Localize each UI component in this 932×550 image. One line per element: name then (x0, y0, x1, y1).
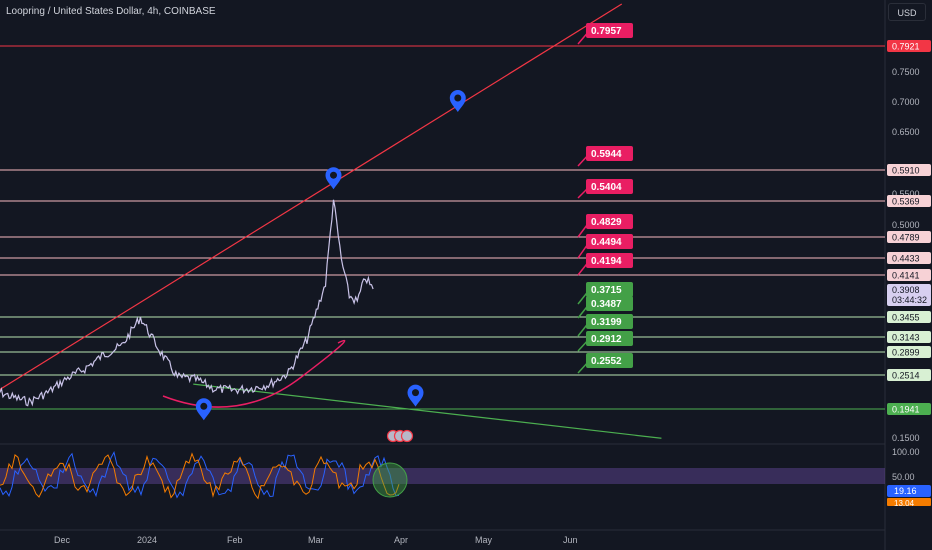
target-callouts: 0.7957 0.5944 0.5404 0.4829 0.4494 0.4194 0.37… (577, 23, 633, 374)
callout-label: 0.4194 (591, 256, 622, 267)
price-scale-ticks: 0.7500 0.7000 0.6500 0.5500 0.5000 0.150… (892, 67, 920, 443)
level-tag-box (887, 231, 931, 243)
callout-box (586, 353, 633, 368)
level-tag-label: 0.7921 (892, 42, 920, 52)
callout-label: 0.7957 (591, 26, 622, 37)
map-pin-markers (195, 90, 466, 421)
time-tick-label: Mar (308, 535, 324, 545)
map-pin-icon (325, 167, 342, 190)
oscillator-d-tag (887, 498, 931, 506)
current-price-tag: 0.3908 03:44:32 (887, 284, 931, 306)
oscillator-k-tag (887, 485, 931, 497)
price-tick-label: 0.5000 (892, 220, 920, 230)
callout-box (586, 234, 633, 249)
current-price-value: 0.3908 (892, 285, 920, 295)
callout-label: 0.4829 (591, 217, 622, 228)
level-tag-box (887, 369, 931, 381)
price-tick-label: 0.1500 (892, 433, 920, 443)
bar-countdown: 03:44:32 (892, 295, 927, 305)
callout-box (586, 23, 633, 38)
map-pin-icon (195, 398, 212, 421)
level-tag-label: 0.3143 (892, 333, 920, 343)
oscillator-level-label: 50.00 (892, 472, 915, 482)
level-tag-box (887, 195, 931, 207)
callout-label: 0.3199 (591, 317, 622, 328)
callout-box (586, 282, 633, 297)
level-tag-box (887, 40, 931, 52)
callout-label: 0.5404 (591, 182, 622, 193)
price-tick-label: 0.6500 (892, 127, 920, 137)
oscillator-band (0, 468, 885, 484)
pin-hole (454, 94, 462, 102)
callout-label: 0.3715 (591, 285, 622, 296)
pin-hole (330, 171, 337, 179)
oscillator-d-line (0, 452, 400, 500)
time-tick-label: Jun (563, 535, 578, 545)
callout-label: 0.3487 (591, 299, 622, 310)
price-tick-label: 0.7500 (892, 67, 920, 77)
callout-label: 0.4494 (591, 237, 622, 248)
oscillator-d-value: 13.04 (894, 499, 915, 508)
callout-label: 0.2912 (591, 334, 622, 345)
oscillator-highlight-circle (372, 462, 408, 498)
price-tick-label: 0.5500 (892, 189, 920, 199)
time-tick-label: Dec (54, 535, 71, 545)
oscillator-level-label: 100.00 (892, 447, 920, 457)
callout-box (586, 146, 633, 161)
callout-box (586, 331, 633, 346)
level-tag-label: 0.5369 (892, 197, 920, 207)
pin-hole (200, 402, 208, 410)
rounded-bottom-arc (162, 339, 346, 408)
map-pin-icon (449, 90, 466, 112)
level-tag-box (887, 331, 931, 343)
level-tag-label: 0.5910 (892, 166, 920, 176)
callout-box (586, 179, 633, 194)
level-tag-box (887, 346, 931, 358)
level-tag-box (887, 164, 931, 176)
time-scale[interactable]: Dec 2024 Feb Mar Apr May Jun (54, 535, 578, 545)
level-tag-label: 0.4433 (892, 254, 920, 264)
flag-icon[interactable] (400, 429, 414, 443)
level-tag-label: 0.4141 (892, 271, 920, 281)
level-tag-label: 0.4789 (892, 233, 920, 243)
time-tick-label: 2024 (137, 535, 157, 545)
callout-label: 0.5944 (591, 149, 622, 160)
oscillator-k-line (0, 451, 400, 499)
oscillator-k-value: 19.16 (894, 486, 917, 496)
currency-selector[interactable]: USD (888, 3, 926, 21)
level-tag-box (887, 403, 931, 415)
price-tick-label: 0.7000 (892, 97, 920, 107)
time-tick-label: Feb (227, 535, 243, 545)
level-tag-label: 0.2514 (892, 371, 920, 381)
level-tag-box (887, 252, 931, 264)
level-tag-box (887, 269, 931, 281)
level-tag-label: 0.2899 (892, 348, 920, 358)
time-tick-label: Apr (394, 535, 408, 545)
trendlines (0, 3, 662, 439)
level-tag-label: 0.3455 (892, 313, 920, 323)
horizontal-levels (0, 45, 885, 410)
callout-box (586, 253, 633, 268)
callout-label: 0.2552 (591, 356, 622, 367)
pin-hole (412, 389, 419, 397)
level-tag-label: 0.1941 (892, 405, 920, 415)
map-pin-icon (407, 384, 424, 407)
price-level-tags: 0.7921 0.5910 0.5369 0.4789 0.4433 0.4141 0.34… (887, 40, 931, 415)
chart-title: Loopring / United States Dollar, 4h, COI… (6, 6, 216, 17)
descending-support-trendline (193, 383, 662, 439)
callout-box (586, 314, 633, 329)
time-tick-label: May (475, 535, 493, 545)
callout-box (586, 296, 633, 311)
price-line (0, 199, 374, 407)
level-tag-box (887, 311, 931, 323)
ascending-resistance-trendline (0, 3, 623, 391)
callout-box (586, 214, 633, 229)
news-event-icons[interactable] (386, 429, 414, 443)
